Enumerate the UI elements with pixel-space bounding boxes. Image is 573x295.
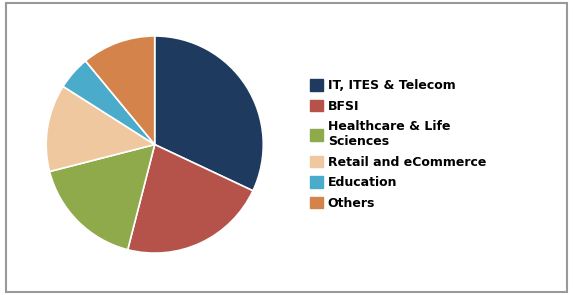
Wedge shape [49, 145, 155, 250]
Wedge shape [155, 36, 263, 191]
Wedge shape [85, 36, 155, 145]
Wedge shape [46, 86, 155, 172]
Legend: IT, ITES & Telecom, BFSI, Healthcare & Life
Sciences, Retail and eCommerce, Educ: IT, ITES & Telecom, BFSI, Healthcare & L… [310, 79, 486, 210]
Wedge shape [128, 145, 253, 253]
Wedge shape [63, 61, 155, 145]
